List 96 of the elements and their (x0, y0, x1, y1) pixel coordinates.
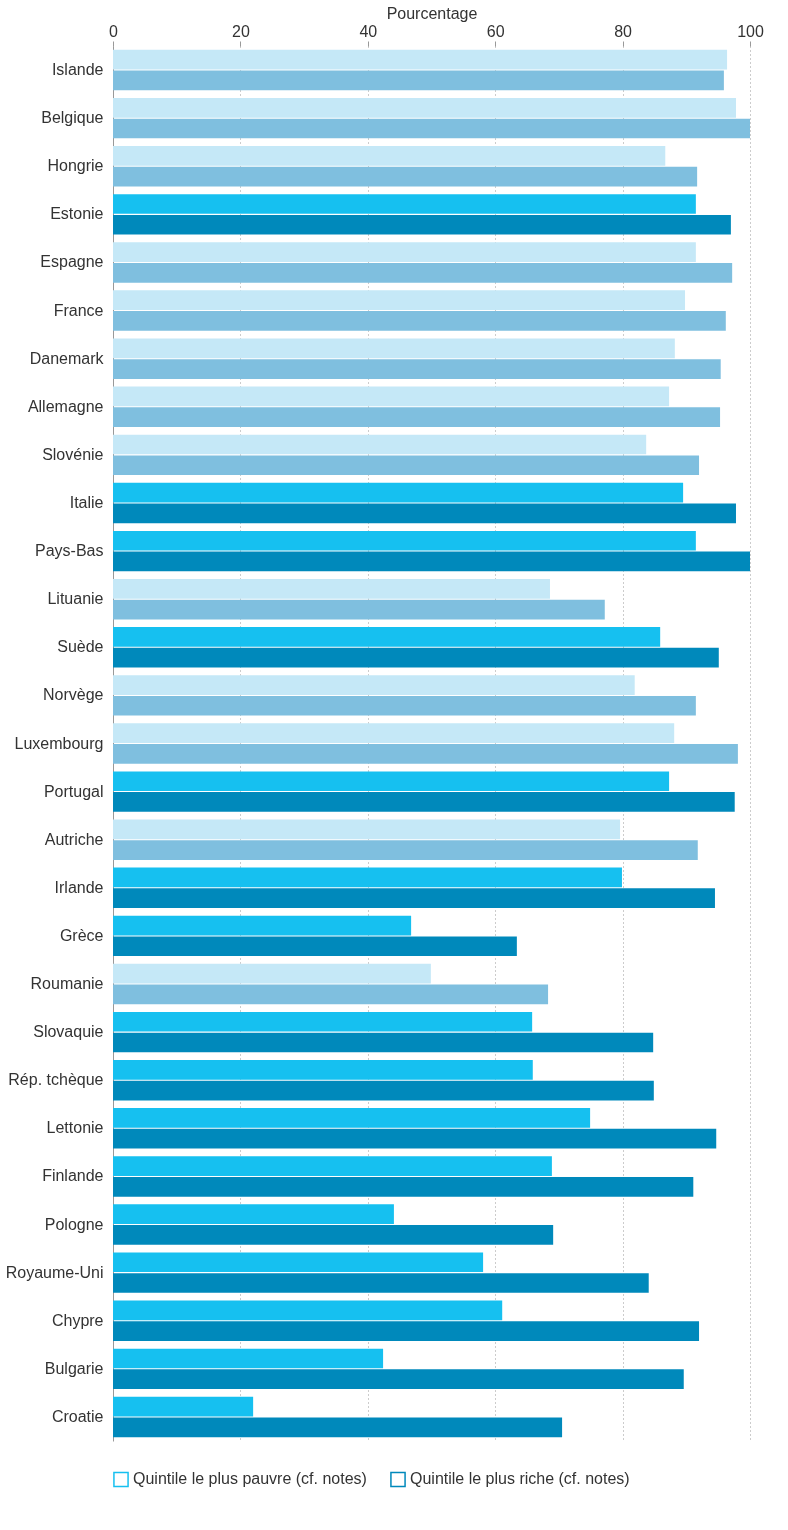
y-tick-label: Autriche (44, 830, 104, 848)
y-tick-label: Estonie (50, 205, 104, 223)
x-tick-label: 0 (109, 22, 119, 40)
bar (113, 146, 666, 166)
bar (113, 1176, 694, 1197)
bar (113, 915, 412, 936)
bar (113, 290, 686, 311)
bar (113, 262, 733, 283)
bar (113, 214, 731, 235)
y-tick-label: Croatie (51, 1407, 104, 1425)
bar (113, 503, 736, 524)
bar (113, 338, 675, 359)
x-tick-label: 80 (614, 22, 633, 40)
bar (113, 1080, 654, 1101)
y-tick-label: Lettonie (46, 1119, 104, 1137)
legend-label: Quintile le plus pauvre (cf. notes) (133, 1470, 367, 1488)
y-tick-label: Norvège (43, 686, 104, 704)
bar (113, 1396, 254, 1417)
x-tick-label: 20 (232, 22, 250, 40)
bar (113, 49, 728, 70)
y-tick-label: Lituanie (47, 590, 104, 608)
bar (113, 888, 715, 909)
bar (113, 455, 700, 476)
bar (113, 166, 698, 187)
bar (113, 1417, 563, 1438)
y-tick-label: Portugal (43, 782, 104, 800)
bar (113, 97, 736, 118)
y-tick-label: Islande (51, 61, 104, 79)
bar (113, 1321, 700, 1341)
bar (113, 963, 431, 984)
bar (113, 482, 684, 503)
bar (113, 1348, 384, 1369)
bar (113, 530, 696, 551)
bar (113, 1225, 554, 1245)
y-tick-label: Suède (57, 638, 104, 656)
bar (113, 194, 696, 214)
bar (113, 242, 696, 262)
bar (113, 675, 635, 695)
legend-label: Quintile le plus riche (cf. notes) (410, 1470, 630, 1488)
bar (113, 118, 750, 139)
bar (113, 867, 622, 888)
y-tick-label: Danemark (29, 349, 105, 367)
y-tick-label: Allemagne (27, 397, 104, 415)
y-tick-label: Luxembourg (14, 734, 104, 752)
bar (113, 386, 670, 407)
bar (113, 1011, 533, 1032)
bar (113, 1156, 552, 1176)
y-tick-label: Rép. tchèque (8, 1071, 104, 1089)
y-tick-label: Roumanie (30, 975, 104, 993)
bar (113, 1060, 533, 1080)
bar (113, 819, 621, 840)
y-tick-label: Pologne (44, 1215, 104, 1233)
bar (113, 695, 696, 716)
bar (113, 1032, 654, 1053)
x-tick-label: 60 (486, 22, 505, 40)
x-tick-label: 100 (737, 22, 764, 40)
y-tick-label: Pays-Bas (35, 542, 104, 560)
bar (113, 792, 735, 812)
bar (113, 744, 738, 764)
bar (113, 1204, 394, 1225)
bar (113, 359, 721, 379)
bar (113, 407, 721, 427)
bar (113, 599, 605, 620)
bar (113, 1108, 591, 1128)
bar (113, 70, 724, 91)
bar (113, 771, 670, 792)
bar (113, 578, 550, 599)
bar (113, 936, 517, 957)
bar (113, 1273, 649, 1293)
y-tick-label: Royaume-Uni (5, 1263, 104, 1281)
y-tick-label: Grèce (59, 926, 104, 944)
y-tick-label: Irlande (54, 878, 104, 896)
y-tick-label: Italie (69, 493, 104, 511)
x-tick-label: 40 (359, 22, 378, 40)
y-tick-label: Espagne (40, 253, 104, 271)
bar (113, 311, 726, 331)
y-tick-label: Finlande (42, 1167, 104, 1185)
y-tick-label: Bulgarie (44, 1359, 104, 1377)
y-tick-label: France (53, 301, 104, 319)
bar (113, 1128, 717, 1149)
y-tick-label: Hongrie (47, 157, 104, 175)
bar (113, 1369, 684, 1390)
bar (113, 434, 647, 455)
y-tick-label: Belgique (41, 109, 104, 127)
x-axis-title: Pourcentage (386, 4, 478, 22)
bar (113, 984, 549, 1005)
bar (113, 840, 698, 860)
bar (113, 627, 661, 647)
bar (113, 1300, 503, 1321)
bar (113, 551, 750, 572)
y-tick-label: Slovénie (42, 445, 104, 463)
bar (113, 1252, 484, 1273)
bar (113, 647, 719, 668)
y-tick-label: Slovaquie (33, 1023, 104, 1041)
y-tick-label: Chypre (51, 1311, 104, 1329)
bar (113, 723, 675, 743)
